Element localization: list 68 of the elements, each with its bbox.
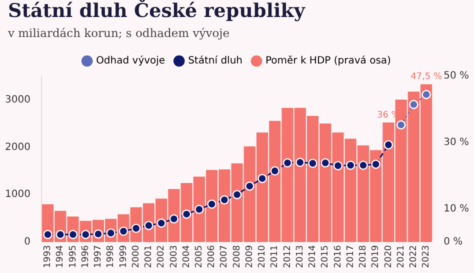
point — [258, 174, 267, 184]
x-tick-label: 2008 — [232, 244, 242, 268]
point — [220, 195, 230, 204]
x-tick-label: 2010 — [258, 244, 268, 268]
point — [43, 230, 52, 240]
point — [384, 140, 394, 150]
x-tick-label: 2015 — [320, 245, 331, 268]
y-tick-label: 1000 — [4, 189, 30, 200]
y-tick-label: 2000 — [4, 142, 30, 153]
point — [308, 158, 318, 168]
x-tick-label: 2018 — [358, 244, 369, 268]
chart-subtitle: v miliardách korun; s odhadem vývoje — [8, 26, 230, 40]
point — [194, 204, 204, 214]
x-tick-label: 2009 — [244, 244, 255, 268]
point — [296, 158, 305, 167]
x-tick-label: 2011 — [270, 245, 280, 268]
y2-tick-label: 0 % — [444, 236, 463, 248]
x-tick-label: 1994 — [56, 244, 66, 268]
x-tick-label: 2019 — [371, 244, 382, 268]
x-tick-label: 2017 — [346, 245, 356, 268]
x-tick-label: 2000 — [131, 244, 142, 268]
x-tick-label: 2001 — [144, 245, 154, 268]
legend-label: Státní dluh — [188, 56, 242, 67]
x-tick-label: 2003 — [169, 245, 180, 268]
x-tick-label: 2023 — [422, 245, 432, 268]
x-tick-label: 2021 — [396, 245, 406, 268]
legend-label: Odhad vývoje — [96, 56, 166, 67]
x-tick-label: 2013 — [295, 245, 306, 268]
y-tick-label: 0 — [24, 236, 30, 248]
y2-tick-label: 50 % — [444, 70, 469, 82]
x-tick-label: 2006 — [207, 244, 218, 268]
x-tick-label: 2014 — [308, 244, 318, 268]
point — [232, 190, 242, 200]
x-tick-label: 2004 — [182, 244, 192, 268]
point — [409, 100, 418, 110]
point — [245, 182, 254, 191]
point — [422, 90, 431, 100]
point — [182, 209, 192, 219]
x-tick-label: 1996 — [80, 244, 91, 268]
x-tick-label: 2005 — [194, 245, 205, 268]
point — [346, 160, 356, 170]
point — [282, 158, 292, 168]
x-tick-label: 2012 — [282, 245, 293, 268]
point — [333, 161, 343, 170]
x-tick-label: 2020 — [384, 244, 394, 268]
x-tick-label: 2007 — [220, 245, 230, 268]
y-tick-label: 3000 — [4, 94, 30, 106]
point — [396, 120, 406, 130]
y2-tick-label: 10 % — [444, 203, 469, 214]
x-tick-label: 1998 — [106, 244, 116, 268]
point — [320, 158, 330, 168]
x-tick-label: 1993 — [43, 245, 54, 268]
x-tick-label: 2002 — [156, 245, 167, 268]
x-tick-label: 2022 — [409, 245, 420, 268]
point — [270, 166, 280, 176]
point — [56, 230, 65, 240]
y2-tick-label: 30 % — [444, 137, 469, 148]
x-tick-label: 2016 — [333, 244, 344, 268]
data-label: 47,5 % — [410, 72, 442, 82]
point — [169, 214, 179, 224]
x-tick-label: 1995 — [68, 245, 78, 268]
x-tick-label: 1999 — [118, 244, 129, 268]
x-tick-label: 1997 — [94, 245, 104, 268]
point — [371, 160, 380, 169]
legend-label: Poměr k HDP (pravá osa) — [265, 56, 392, 67]
point — [207, 200, 216, 209]
point — [358, 160, 368, 170]
point — [156, 218, 166, 228]
